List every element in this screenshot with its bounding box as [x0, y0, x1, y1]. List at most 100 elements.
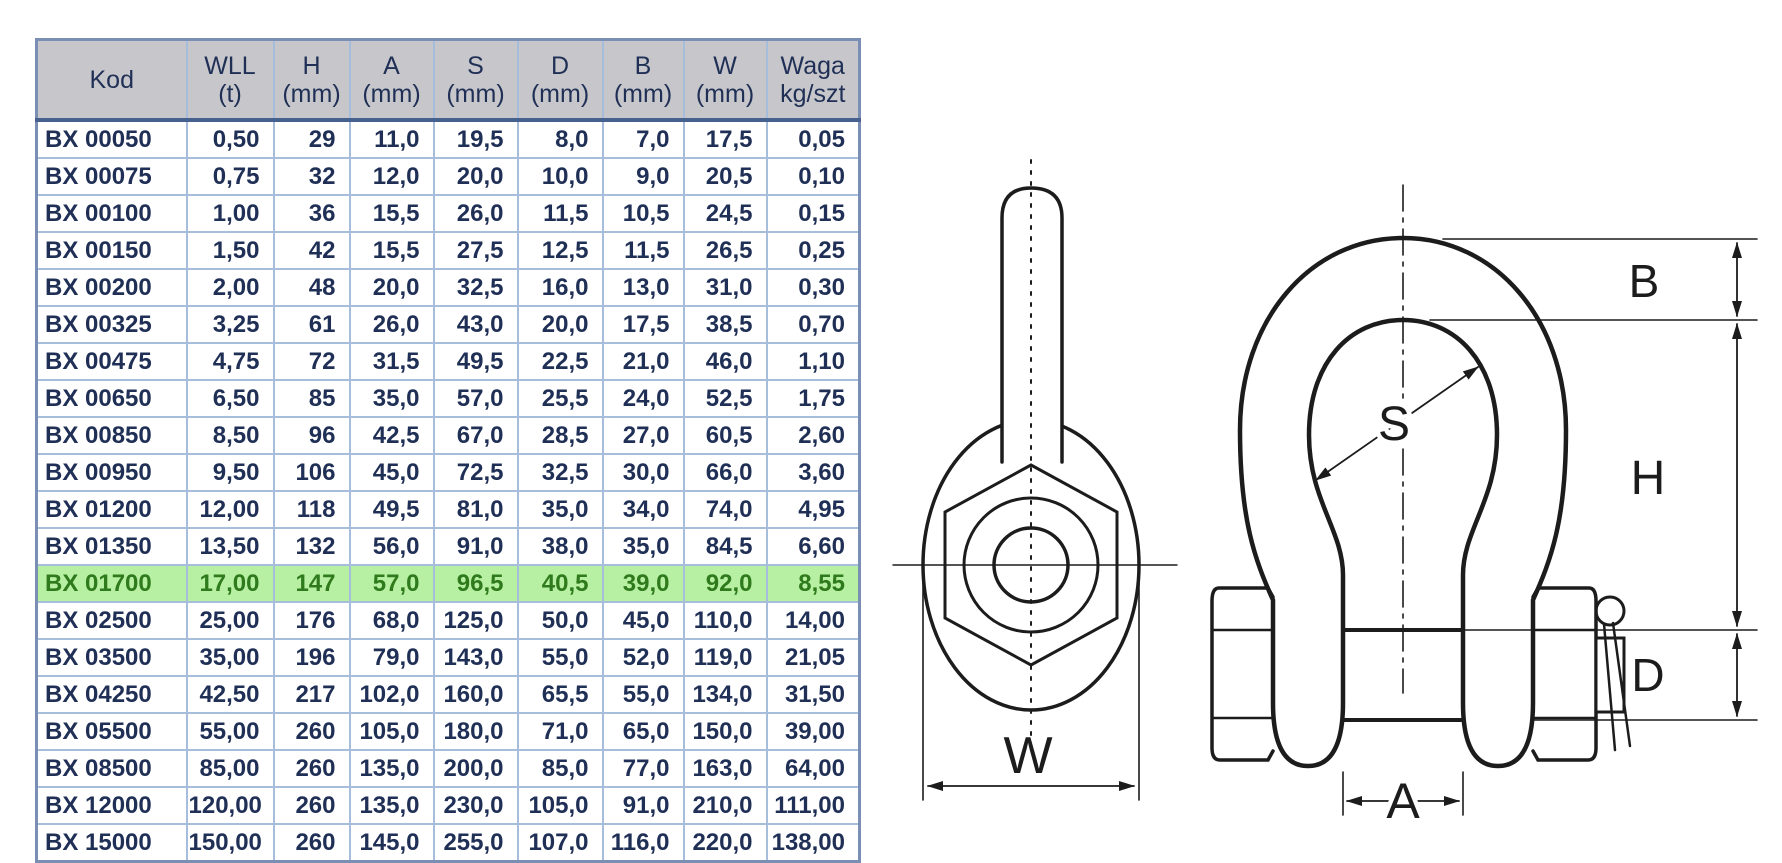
value-cell: 52,5: [682, 379, 768, 418]
value-cell: 20,5: [682, 157, 768, 196]
value-cell: 119,0: [682, 638, 768, 677]
value-cell: 31,5: [348, 342, 435, 381]
value-cell: 150,00: [185, 823, 275, 863]
value-cell: 14,00: [765, 601, 861, 640]
value-cell: 17,00: [185, 564, 275, 603]
code-cell: BX 15000: [35, 823, 188, 863]
value-cell: 35,00: [185, 638, 275, 677]
value-cell: 147: [272, 564, 351, 603]
value-cell: 1,75: [765, 379, 861, 418]
value-cell: 132: [272, 527, 351, 566]
value-cell: 32: [272, 157, 351, 196]
value-cell: 79,0: [348, 638, 435, 677]
value-cell: 260: [272, 786, 351, 825]
code-cell: BX 00200: [35, 268, 188, 307]
value-cell: 105,0: [516, 786, 604, 825]
value-cell: 67,0: [432, 416, 519, 455]
dim-line-s: [1315, 366, 1479, 481]
value-cell: 92,0: [682, 564, 768, 603]
value-cell: 45,0: [348, 453, 435, 492]
column-header-waga: Waga kg/szt: [765, 38, 861, 122]
bow-left-half: [1237, 235, 1406, 769]
code-cell: BX 00850: [35, 416, 188, 455]
value-cell: 42: [272, 231, 351, 270]
value-cell: 15,5: [348, 231, 435, 270]
value-cell: 77,0: [601, 749, 685, 788]
value-cell: 65,5: [516, 675, 604, 714]
value-cell: 13,0: [601, 268, 685, 307]
value-cell: 24,5: [682, 194, 768, 233]
value-cell: 27,0: [601, 416, 685, 455]
value-cell: 1,10: [765, 342, 861, 381]
code-cell: BX 08500: [35, 749, 188, 788]
dim-label-s: S: [1378, 398, 1410, 451]
table-row: BX 05500 55,00 260 105,0 180,0 71,0 65,0 150,0 3…: [35, 712, 861, 751]
value-cell: 138,00: [765, 823, 861, 863]
value-cell: 8,0: [516, 119, 604, 159]
code-cell: BX 00475: [35, 342, 188, 381]
value-cell: 72: [272, 342, 351, 381]
value-cell: 49,5: [432, 342, 519, 381]
value-cell: 32,5: [432, 268, 519, 307]
value-cell: 260: [272, 823, 351, 863]
value-cell: 12,5: [516, 231, 604, 270]
value-cell: 11,5: [516, 194, 604, 233]
table-row: BX 00650 6,50 85 35,0 57,0 25,5 24,0 52,5 1,75: [35, 379, 861, 418]
value-cell: 125,0: [432, 601, 519, 640]
value-cell: 30,0: [601, 453, 685, 492]
cotter-pin: [1594, 595, 1632, 752]
value-cell: 57,0: [432, 379, 519, 418]
value-cell: 0,30: [765, 268, 861, 307]
code-cell: BX 04250: [35, 675, 188, 714]
value-cell: 120,00: [185, 786, 275, 825]
column-header-w: W (mm): [682, 38, 768, 122]
value-cell: 27,5: [432, 231, 519, 270]
value-cell: 17,5: [682, 119, 768, 159]
code-cell: BX 03500: [35, 638, 188, 677]
table-row: BX 00950 9,50 106 45,0 72,5 32,5 30,0 66,0 3,60: [35, 453, 861, 492]
shackle-spec-table: Kod WLL (t) H (mm) A (mm) S (mm) D (mm) B (mm) W (mm) W…: [35, 38, 861, 863]
table-row: BX 15000 150,00 260 145,0 255,0 107,0 116,0 220…: [35, 823, 861, 863]
value-cell: 12,0: [348, 157, 435, 196]
value-cell: 6,60: [765, 527, 861, 566]
code-cell: BX 02500: [35, 601, 188, 640]
value-cell: 17,5: [601, 305, 685, 344]
column-header-d: D (mm): [516, 38, 604, 122]
value-cell: 55,0: [516, 638, 604, 677]
table-row: BX 01700 17,00 147 57,0 96,5 40,5 39,0 92,0 8,55: [35, 564, 861, 603]
value-cell: 85,00: [185, 749, 275, 788]
column-header-s: S (mm): [432, 38, 519, 122]
code-cell: BX 00325: [35, 305, 188, 344]
value-cell: 8,50: [185, 416, 275, 455]
value-cell: 49,5: [348, 490, 435, 529]
value-cell: 52,0: [601, 638, 685, 677]
value-cell: 0,50: [185, 119, 275, 159]
value-cell: 6,50: [185, 379, 275, 418]
value-cell: 24,0: [601, 379, 685, 418]
value-cell: 163,0: [682, 749, 768, 788]
value-cell: 3,25: [185, 305, 275, 344]
shackle-spec-table-wrap: Kod WLL (t) H (mm) A (mm) S (mm) D (mm) B (mm) W (mm) W…: [35, 38, 861, 863]
value-cell: 1,50: [185, 231, 275, 270]
value-cell: 111,00: [765, 786, 861, 825]
value-cell: 135,0: [348, 786, 435, 825]
table-row: BX 01200 12,00 118 49,5 81,0 35,0 34,0 74,0 4,95: [35, 490, 861, 529]
code-cell: BX 00075: [35, 157, 188, 196]
shackle-front-view-drawing: [1210, 184, 1758, 816]
value-cell: 145,0: [348, 823, 435, 863]
value-cell: 20,0: [432, 157, 519, 196]
value-cell: 42,50: [185, 675, 275, 714]
right-nut: [1531, 586, 1598, 762]
value-cell: 106: [272, 453, 351, 492]
value-cell: 11,5: [601, 231, 685, 270]
value-cell: 96: [272, 416, 351, 455]
value-cell: 34,0: [601, 490, 685, 529]
value-cell: 220,0: [682, 823, 768, 863]
value-cell: 55,00: [185, 712, 275, 751]
table-row: BX 04250 42,50 217 102,0 160,0 65,5 55,0 134,0 3…: [35, 675, 861, 714]
table-row: BX 12000 120,00 260 135,0 230,0 105,0 91,0 210,…: [35, 786, 861, 825]
pin-hole: [992, 526, 1070, 604]
value-cell: 0,05: [765, 119, 861, 159]
table-row: BX 00200 2,00 48 20,0 32,5 16,0 13,0 31,0 0,30: [35, 268, 861, 307]
code-cell: BX 12000: [35, 786, 188, 825]
